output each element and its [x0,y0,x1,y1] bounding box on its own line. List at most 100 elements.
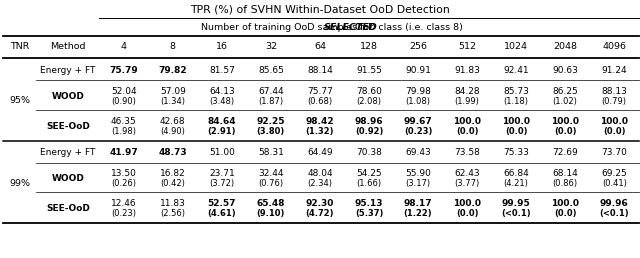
Text: 64: 64 [314,42,326,51]
Text: 99.67: 99.67 [404,117,433,126]
Text: 95%: 95% [10,96,30,105]
Text: 48.04: 48.04 [307,169,333,178]
Text: 92.25: 92.25 [257,117,285,126]
Text: 32.44: 32.44 [258,169,284,178]
Text: (1.34): (1.34) [160,97,185,106]
Text: (3.80): (3.80) [257,127,285,136]
Text: (1.98): (1.98) [111,127,136,136]
Text: (2.56): (2.56) [160,209,185,218]
Text: 11.83: 11.83 [160,199,186,208]
Text: 66.84: 66.84 [503,169,529,178]
Text: (1.99): (1.99) [454,97,479,106]
Text: 32: 32 [265,42,277,51]
Text: 4: 4 [121,42,127,51]
Text: (0.86): (0.86) [552,179,578,188]
Text: 75.33: 75.33 [503,148,529,157]
Text: (0.0): (0.0) [456,127,478,136]
Text: (0.0): (0.0) [554,127,577,136]
Text: 64.49: 64.49 [307,148,333,157]
Text: SELECTED: SELECTED [323,23,377,31]
Text: 46.35: 46.35 [111,117,136,126]
Text: 68.14: 68.14 [552,169,578,178]
Text: 52.04: 52.04 [111,87,136,96]
Text: 64.13: 64.13 [209,87,235,96]
Text: 98.42: 98.42 [306,117,334,126]
Text: 95.13: 95.13 [355,199,383,208]
Text: 100.0: 100.0 [453,117,481,126]
Text: Energy + FT: Energy + FT [40,148,95,157]
Text: (0.92): (0.92) [355,127,383,136]
Text: 92.41: 92.41 [503,66,529,75]
Text: (1.32): (1.32) [306,127,334,136]
Text: 84.64: 84.64 [207,117,236,126]
Text: 51.00: 51.00 [209,148,235,157]
Text: SEE-OoD: SEE-OoD [46,122,90,131]
Text: (0.76): (0.76) [259,179,284,188]
Text: 98.17: 98.17 [404,199,432,208]
Text: 79.98: 79.98 [405,87,431,96]
Text: (4.90): (4.90) [161,127,185,136]
Text: (0.90): (0.90) [111,97,136,106]
Text: (<0.1): (<0.1) [600,209,629,218]
Text: 73.70: 73.70 [601,148,627,157]
Text: (0.42): (0.42) [161,179,185,188]
Text: (4.21): (4.21) [504,179,529,188]
Text: (0.26): (0.26) [111,179,136,188]
Text: 90.91: 90.91 [405,66,431,75]
Text: 100.0: 100.0 [551,117,579,126]
Text: 54.25: 54.25 [356,169,382,178]
Text: 99%: 99% [10,179,30,188]
Text: (3.72): (3.72) [209,179,234,188]
Text: (0.0): (0.0) [554,209,577,218]
Text: 88.14: 88.14 [307,66,333,75]
Text: 62.43: 62.43 [454,169,480,178]
Text: 55.90: 55.90 [405,169,431,178]
Text: (0.79): (0.79) [602,97,627,106]
Text: 100.0: 100.0 [453,199,481,208]
Text: 4096: 4096 [602,42,626,51]
Text: 75.79: 75.79 [109,66,138,75]
Text: 85.73: 85.73 [503,87,529,96]
Text: 90.63: 90.63 [552,66,578,75]
Text: Method: Method [50,42,86,51]
Text: (1.22): (1.22) [404,209,432,218]
Text: 8: 8 [170,42,176,51]
Text: 88.13: 88.13 [601,87,627,96]
Text: 69.25: 69.25 [602,169,627,178]
Text: 48.73: 48.73 [159,148,187,157]
Text: 91.24: 91.24 [602,66,627,75]
Text: (1.66): (1.66) [356,179,381,188]
Text: 72.69: 72.69 [552,148,578,157]
Text: 13.50: 13.50 [111,169,137,178]
Text: 99.96: 99.96 [600,199,628,208]
Text: WOOD: WOOD [51,174,84,183]
Text: (1.08): (1.08) [406,97,431,106]
Text: 81.57: 81.57 [209,66,235,75]
Text: (3.77): (3.77) [454,179,479,188]
Text: 70.38: 70.38 [356,148,382,157]
Text: 73.58: 73.58 [454,148,480,157]
Text: SEE-OoD: SEE-OoD [46,204,90,213]
Text: (3.17): (3.17) [406,179,431,188]
Text: 57.09: 57.09 [160,87,186,96]
Text: Number of training OoD samples for: Number of training OoD samples for [201,23,376,31]
Text: (1.87): (1.87) [259,97,284,106]
Text: 58.31: 58.31 [258,148,284,157]
Text: 91.83: 91.83 [454,66,480,75]
Text: Energy + FT: Energy + FT [40,66,95,75]
Text: 12.46: 12.46 [111,199,136,208]
Text: (0.68): (0.68) [307,97,332,106]
Text: 256: 256 [409,42,427,51]
Text: (1.18): (1.18) [504,97,529,106]
Text: 1024: 1024 [504,42,528,51]
Text: (2.08): (2.08) [356,97,381,106]
Text: 42.68: 42.68 [160,117,186,126]
Text: TNR: TNR [10,42,29,51]
Text: 99.95: 99.95 [502,199,531,208]
Text: (3.48): (3.48) [209,97,234,106]
Text: 86.25: 86.25 [552,87,578,96]
Text: 41.97: 41.97 [109,148,138,157]
Text: WOOD: WOOD [51,92,84,101]
Text: 2048: 2048 [553,42,577,51]
Text: 23.71: 23.71 [209,169,235,178]
